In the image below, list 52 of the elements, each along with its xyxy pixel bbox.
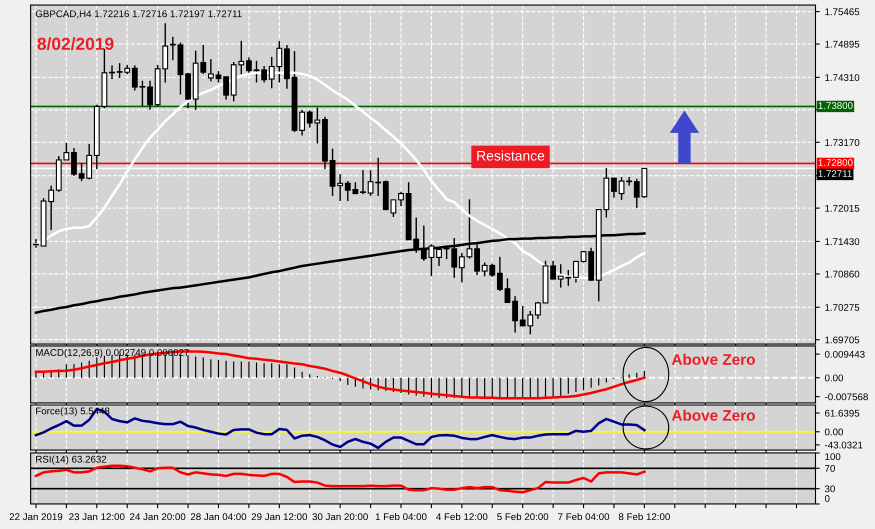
y-tick-label: 1.70275 <box>825 304 860 311</box>
x-tick-label: 24 Jan 20:00 <box>130 513 186 520</box>
y-tick-label: -0.007568 <box>824 393 868 400</box>
y-tick-label: 1.74895 <box>825 40 860 48</box>
y-tick-label: 1.69705 <box>825 336 860 344</box>
candlestick <box>489 262 496 278</box>
x-tick-label: 30 Jan 20:00 <box>312 513 368 520</box>
x-tick-label: 1 Feb 04:00 <box>376 513 427 520</box>
y-tick-label: 70 <box>825 465 835 472</box>
y-tick-label: 30 <box>824 485 835 492</box>
x-tick-label: 7 Feb 04:00 <box>558 513 610 520</box>
annotation: 8/02/2019 <box>37 37 114 50</box>
candlestick <box>520 305 526 326</box>
annotation: Resistance <box>477 150 544 161</box>
line-series <box>34 350 646 400</box>
y-tick-label: 0.00 <box>824 428 844 436</box>
y-tick-label: 61.6395 <box>825 410 860 417</box>
x-tick-label: 29 Jan 12:00 <box>252 513 308 520</box>
y-tick-label: -43.0321 <box>824 442 862 448</box>
text: Above Zero <box>672 410 755 421</box>
candlestick <box>344 180 351 202</box>
candlestick <box>565 269 572 287</box>
text: Above Zero <box>672 354 755 365</box>
ref-line-label: 1.72800 <box>818 159 853 166</box>
x-tick-label: 5 Feb 20:00 <box>497 513 548 520</box>
candlestick <box>200 44 206 75</box>
candlestick <box>132 64 138 92</box>
x-tick-label: 28 Jan 04:00 <box>190 513 246 520</box>
chart-title: GBPCAD,H4 1.72216 1.72716 1.72197 1.72711 <box>36 10 242 18</box>
candlestick <box>527 310 534 336</box>
x-tick-label: 4 Feb 12:00 <box>436 513 488 520</box>
line-series <box>34 408 646 450</box>
x-tick-label: 23 Jan 12:00 <box>69 513 125 520</box>
y-tick-label: 1.73170 <box>825 139 860 146</box>
candlestick <box>634 178 640 209</box>
y-tick-label: 0 <box>824 495 830 502</box>
y-tick-label: 1.71430 <box>825 238 860 246</box>
y-tick-label: 1.75465 <box>825 8 860 16</box>
chart-title: RSI(14) 63.2632 <box>36 456 106 465</box>
y-tick-label: 0.00 <box>824 374 844 382</box>
x-tick-label: 22 Jan 2019 <box>10 513 62 520</box>
x-tick-label: 8 Feb 12:00 <box>618 513 670 520</box>
candlestick <box>306 110 313 128</box>
candlestick <box>451 237 458 279</box>
ref-line-label: 1.72711 <box>818 170 852 177</box>
y-tick-label: 1.70860 <box>825 270 860 278</box>
y-tick-label: 100 <box>825 453 840 460</box>
candlestick <box>375 157 382 197</box>
ref-line-label: 1.73800 <box>818 102 853 110</box>
y-tick-label: 0.009443 <box>824 350 865 358</box>
y-tick-label: 1.74310 <box>825 74 860 81</box>
y-tick-label: 1.72015 <box>825 204 860 212</box>
